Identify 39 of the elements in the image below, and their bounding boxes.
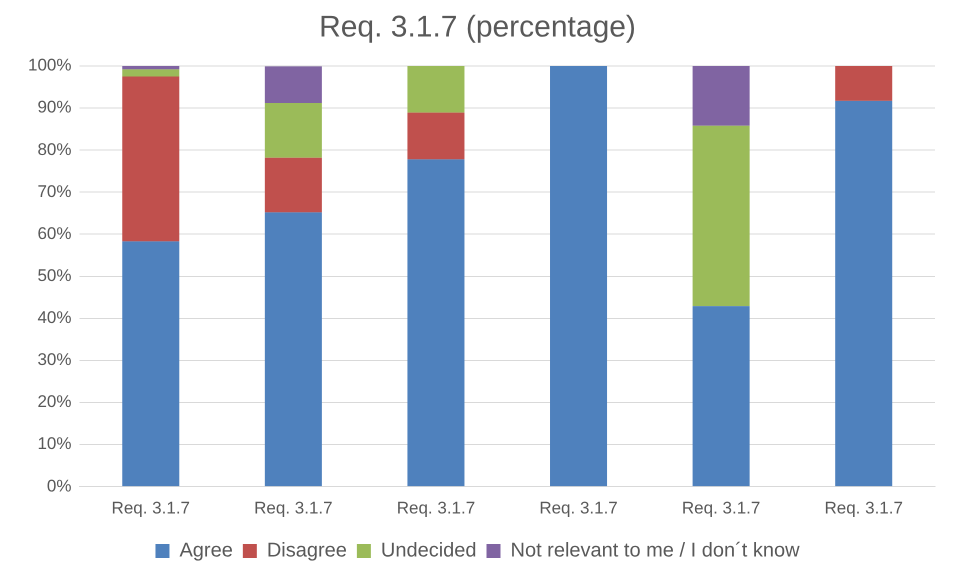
y-tick-label: 30% bbox=[37, 350, 72, 370]
x-tick-label: Req. 3.1.7 bbox=[396, 498, 476, 518]
bar bbox=[264, 66, 322, 104]
bar bbox=[264, 158, 322, 212]
y-tick-label: 50% bbox=[37, 266, 72, 285]
bar bbox=[264, 212, 322, 486]
y-tick-label: 60% bbox=[37, 224, 72, 243]
y-tick-label: 10% bbox=[37, 434, 72, 454]
bar bbox=[692, 306, 750, 486]
bar bbox=[692, 126, 750, 306]
legend-label: Undecided bbox=[380, 540, 477, 562]
bar bbox=[407, 159, 464, 486]
x-tick-label: Req. 3.1.7 bbox=[112, 498, 190, 518]
legend-label: Not relevant to me / I don´t know bbox=[510, 540, 800, 562]
legend-label: Disagree bbox=[266, 540, 347, 562]
chart-title: Req. 3.1.7 (percentage) bbox=[319, 10, 636, 44]
bar bbox=[407, 112, 464, 160]
bar bbox=[264, 103, 322, 158]
bar bbox=[122, 241, 180, 486]
y-tick-label: 20% bbox=[37, 392, 72, 412]
x-tick-label: Req. 3.1.7 bbox=[824, 498, 903, 518]
x-tick-label: Req. 3.1.7 bbox=[254, 498, 333, 518]
y-tick-label: 90% bbox=[37, 98, 72, 117]
y-tick-label: 70% bbox=[37, 182, 72, 201]
bar bbox=[692, 66, 750, 126]
bar bbox=[550, 66, 608, 486]
y-tick-label: 40% bbox=[37, 308, 72, 328]
bar bbox=[835, 100, 892, 486]
bar bbox=[122, 66, 180, 70]
x-tick-label: Req. 3.1.7 bbox=[539, 498, 618, 518]
y-tick-label: 0% bbox=[46, 476, 72, 496]
y-tick-label: 80% bbox=[37, 140, 72, 159]
bar bbox=[407, 66, 464, 113]
y-tick-label: 100% bbox=[28, 56, 72, 75]
bar bbox=[122, 76, 180, 242]
x-tick-label: Req. 3.1.7 bbox=[682, 498, 760, 518]
bar bbox=[122, 69, 180, 77]
bar bbox=[835, 66, 892, 101]
legend-label: Agree bbox=[179, 540, 233, 562]
